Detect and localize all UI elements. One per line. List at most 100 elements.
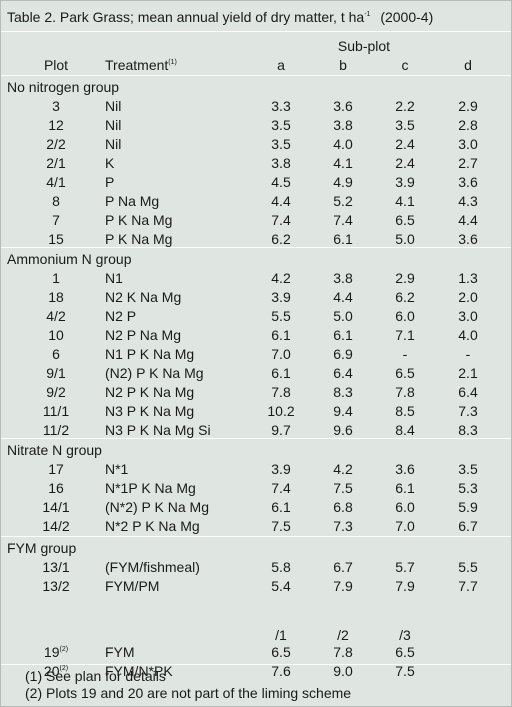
plot-cell: 3 — [52, 98, 60, 114]
value-cell: 3.6 — [395, 461, 415, 477]
plot-cell: 2/1 — [46, 155, 66, 171]
value-cell: 3.6 — [458, 174, 478, 190]
value-cell: 9.0 — [333, 663, 353, 679]
treatment-cell: Nil — [105, 136, 122, 152]
plot-cell: 11/1 — [42, 403, 70, 419]
value-cell: 5.5 — [271, 308, 291, 324]
plot-cell: 9/1 — [46, 365, 66, 381]
plot-cell: 10 — [48, 327, 64, 343]
plot-cell: 4/1 — [46, 174, 66, 190]
value-cell: 6.1 — [271, 365, 291, 381]
value-cell: 7.8 — [395, 384, 415, 400]
plot-number: 20 — [43, 663, 60, 679]
value-cell: 5.2 — [333, 193, 353, 209]
value-cell: 4.1 — [333, 155, 353, 171]
plot-cell: 1 — [52, 270, 60, 286]
plot-cell: 11/2 — [42, 422, 70, 438]
value-cell: 7.3 — [458, 403, 478, 419]
value-cell: 3.5 — [458, 461, 478, 477]
treatment-cell: N3 P K Na Mg — [105, 403, 195, 419]
value-cell: 7.1 — [395, 327, 415, 343]
value-cell: 3.8 — [271, 155, 291, 171]
plot-cell: 17 — [48, 461, 64, 477]
treatment-cell: FYM/N*PK — [105, 663, 173, 679]
col-header-c: c — [401, 57, 409, 73]
fym-subheader-3: /3 — [399, 627, 411, 643]
treatment-header-note: (1) — [168, 59, 177, 66]
plot-cell: 14/2 — [42, 518, 70, 534]
value-cell: 9.7 — [271, 422, 291, 438]
treatment-cell: FYM — [105, 644, 135, 660]
value-cell: 1.3 — [458, 270, 478, 286]
title-years: (2000-4) — [380, 9, 434, 25]
value-cell: 6.7 — [333, 559, 353, 575]
value-cell: 6.1 — [395, 480, 415, 496]
value-cell: 7.5 — [395, 663, 415, 679]
value-cell: 8.3 — [333, 384, 353, 400]
divider — [1, 664, 511, 665]
col-header-b: b — [339, 57, 347, 73]
plot-cell: 4/2 — [46, 308, 66, 324]
value-cell: 9.4 — [333, 403, 353, 419]
plot-cell: 19(2) — [29, 644, 83, 664]
value-cell: 2.9 — [458, 98, 478, 114]
treatment-cell: P K Na Mg — [105, 231, 173, 247]
value-cell: 6.0 — [395, 308, 415, 324]
footnote-1: (1) See plan for details — [25, 668, 166, 684]
value-cell: 10.2 — [267, 403, 295, 419]
value-cell: - — [402, 346, 408, 362]
value-cell: 3.9 — [395, 174, 415, 190]
treatment-cell: N2 K Na Mg — [105, 289, 182, 305]
treatment-cell: P K Na Mg — [105, 212, 173, 228]
value-cell: 6.5 — [395, 212, 415, 228]
value-cell: 4.0 — [333, 136, 353, 152]
value-cell: 6.5 — [271, 644, 291, 660]
value-cell: 6.8 — [333, 499, 353, 515]
value-cell: 2.9 — [395, 270, 415, 286]
value-cell: 2.2 — [395, 98, 415, 114]
treatment-cell: N2 P K Na Mg — [105, 384, 195, 400]
value-cell: 4.4 — [458, 212, 478, 228]
group-title: Ammonium N group — [7, 251, 132, 267]
treatment-cell: N*1P K Na Mg — [105, 480, 196, 496]
value-cell: 2.1 — [458, 365, 478, 381]
value-cell: 3.3 — [271, 98, 291, 114]
value-cell: 4.4 — [271, 193, 291, 209]
treatment-cell: N2 P Na Mg — [105, 327, 181, 343]
value-cell: 5.8 — [271, 559, 291, 575]
col-header-a: a — [277, 57, 285, 73]
plot-cell: 7 — [52, 212, 60, 228]
value-cell: 5.0 — [333, 308, 353, 324]
treatment-cell: N1 P K Na Mg — [105, 346, 195, 362]
group-title: FYM group — [7, 540, 77, 556]
value-cell: 3.6 — [458, 231, 478, 247]
treatment-cell: (FYM/fishmeal) — [105, 559, 200, 575]
value-cell: 5.7 — [395, 559, 415, 575]
value-cell: 2.4 — [395, 136, 415, 152]
treatment-cell: K — [105, 155, 115, 171]
treatment-cell: P Na Mg — [105, 193, 160, 209]
value-cell: 7.7 — [458, 578, 478, 594]
value-cell: 6.2 — [271, 231, 291, 247]
value-cell: 6.5 — [395, 365, 415, 381]
value-cell: 3.0 — [458, 136, 478, 152]
value-cell: 3.9 — [271, 289, 291, 305]
treatment-cell: N*2 P K Na Mg — [105, 518, 200, 534]
treatment-cell: (N2) P K Na Mg — [105, 365, 204, 381]
value-cell: 4.9 — [333, 174, 353, 190]
plot-cell: 15 — [48, 231, 64, 247]
value-cell: 7.6 — [271, 663, 291, 679]
value-cell: 4.2 — [333, 461, 353, 477]
value-cell: 3.5 — [271, 136, 291, 152]
value-cell: 6.5 — [395, 644, 415, 660]
value-cell: 2.4 — [395, 155, 415, 171]
divider — [1, 75, 511, 76]
treatment-cell: N2 P — [105, 308, 137, 324]
fym-subheader-1: /1 — [275, 627, 287, 643]
value-cell: 3.8 — [333, 270, 353, 286]
value-cell: 4.2 — [271, 270, 291, 286]
value-cell: 6.1 — [271, 327, 291, 343]
plot-cell: 2/2 — [46, 136, 66, 152]
plot-cell: 8 — [52, 193, 60, 209]
